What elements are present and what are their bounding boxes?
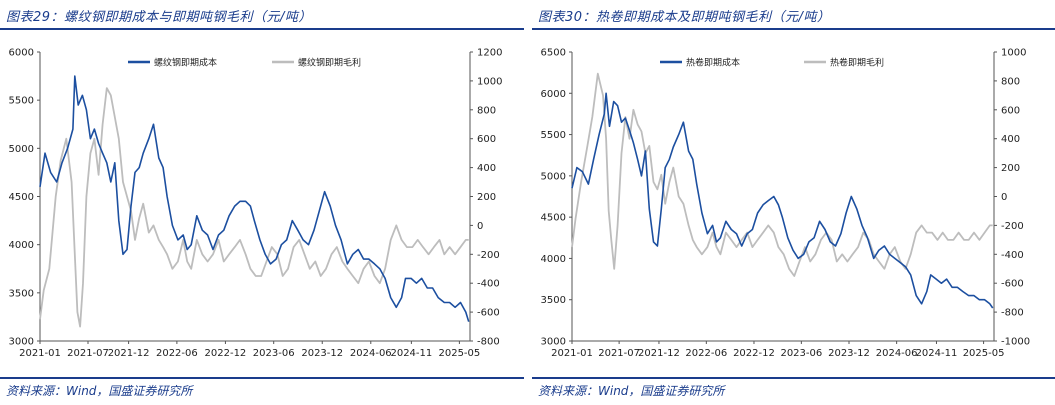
x-tick-label: 2025-05 xyxy=(963,348,1005,359)
right-tick-label: -600 xyxy=(1001,279,1024,290)
x-tick-label: 2021-12 xyxy=(108,348,150,359)
right-tick-label: 800 xyxy=(477,105,496,116)
figure-title: 图表30：热卷即期成本及即期吨钢毛利（元/吨） xyxy=(538,10,831,25)
series-line-cost xyxy=(571,92,994,309)
series-line-margin xyxy=(571,72,993,277)
rebar-cost-margin-chart: 3000350040004500500055006000-800-600-400… xyxy=(9,48,503,360)
title-rule xyxy=(0,28,524,30)
series-line-margin xyxy=(39,87,469,328)
left-tick-label: 6000 xyxy=(9,48,34,59)
x-tick-label: 2023-12 xyxy=(301,348,343,359)
series-line-cost xyxy=(39,75,470,322)
legend-label: 热卷即期毛利 xyxy=(830,57,884,69)
x-tick-label: 2023-06 xyxy=(253,348,295,359)
left-tick-label: 4500 xyxy=(9,192,34,203)
x-tick-label: 2021-01 xyxy=(551,348,593,359)
x-tick-label: 2023-06 xyxy=(780,348,822,359)
source-rule xyxy=(532,377,1055,379)
x-tick-label: 2024-06 xyxy=(876,348,918,359)
source-rule xyxy=(0,377,524,379)
right-tick-label: -200 xyxy=(1001,221,1024,232)
legend-label: 螺纹钢即期毛利 xyxy=(298,57,361,69)
right-tick-label: 800 xyxy=(1001,76,1020,87)
left-tick-label: 3500 xyxy=(9,288,34,299)
left-tick-label: 6500 xyxy=(541,48,566,59)
x-tick-label: 2024-11 xyxy=(390,348,432,359)
left-tick-label: 5500 xyxy=(9,96,34,107)
right-tick-label: -800 xyxy=(477,337,500,348)
x-tick-label: 2024-06 xyxy=(350,348,392,359)
right-tick-label: 600 xyxy=(1001,105,1020,116)
left-tick-label: 6000 xyxy=(541,89,566,100)
hrc-cost-margin-chart: 30003500400045005000550060006500-1000-80… xyxy=(541,48,1031,360)
chart-panel-hrc: 图表30：热卷即期成本及即期吨钢毛利（元/吨） 3000 3500 4000 4500… xyxy=(532,0,1055,405)
x-tick-label: 2022-06 xyxy=(685,348,727,359)
right-tick-label: 200 xyxy=(1001,163,1020,174)
right-tick-label: 1200 xyxy=(477,48,502,59)
left-tick-label: 3500 xyxy=(541,295,566,306)
source-note: 资料来源：Wind，国盛证券研究所 xyxy=(6,384,193,398)
right-tick-label: 1000 xyxy=(1001,48,1026,59)
chart-panel-rebar: 图表29：螺纹钢即期成本与即期吨钢毛利（元/吨） 3000 3500 4000 450… xyxy=(0,0,524,405)
right-tick-label: 1000 xyxy=(477,76,502,87)
right-tick-label: 200 xyxy=(477,192,496,203)
source-note: 资料来源：Wind，国盛证券研究所 xyxy=(538,384,725,398)
legend-label: 螺纹钢即期成本 xyxy=(154,57,217,69)
right-tick-label: 0 xyxy=(477,221,483,232)
title-rule xyxy=(532,28,1055,30)
left-tick-label: 3000 xyxy=(541,337,566,348)
right-tick-label: -400 xyxy=(1001,250,1024,261)
left-tick-label: 4000 xyxy=(541,254,566,265)
x-tick-label: 2021-07 xyxy=(598,348,640,359)
x-tick-label: 2021-07 xyxy=(67,348,109,359)
right-tick-label: -600 xyxy=(477,308,500,319)
x-tick-label: 2023-12 xyxy=(828,348,870,359)
right-tick-label: -1000 xyxy=(1001,337,1030,348)
left-tick-label: 5500 xyxy=(541,130,566,141)
right-tick-label: 400 xyxy=(1001,134,1020,145)
left-tick-label: 5000 xyxy=(9,144,34,155)
x-tick-label: 2021-12 xyxy=(638,348,680,359)
right-tick-label: -200 xyxy=(477,250,500,261)
x-tick-label: 2021-01 xyxy=(19,348,61,359)
x-tick-label: 2022-12 xyxy=(733,348,775,359)
right-tick-label: 0 xyxy=(1001,192,1007,203)
legend-label: 热卷即期成本 xyxy=(686,57,740,69)
x-tick-label: 2022-06 xyxy=(156,348,198,359)
right-tick-label: 400 xyxy=(477,163,496,174)
right-tick-label: 600 xyxy=(477,134,496,145)
left-tick-label: 3000 xyxy=(9,337,34,348)
right-tick-label: -400 xyxy=(477,279,500,290)
figure-title: 图表29：螺纹钢即期成本与即期吨钢毛利（元/吨） xyxy=(6,10,312,25)
left-tick-label: 4500 xyxy=(541,213,566,224)
right-tick-label: -800 xyxy=(1001,308,1024,319)
left-tick-label: 4000 xyxy=(9,240,34,251)
x-tick-label: 2024-11 xyxy=(916,348,958,359)
left-tick-label: 5000 xyxy=(541,171,566,182)
x-tick-label: 2025-05 xyxy=(438,348,480,359)
x-tick-label: 2022-12 xyxy=(205,348,247,359)
